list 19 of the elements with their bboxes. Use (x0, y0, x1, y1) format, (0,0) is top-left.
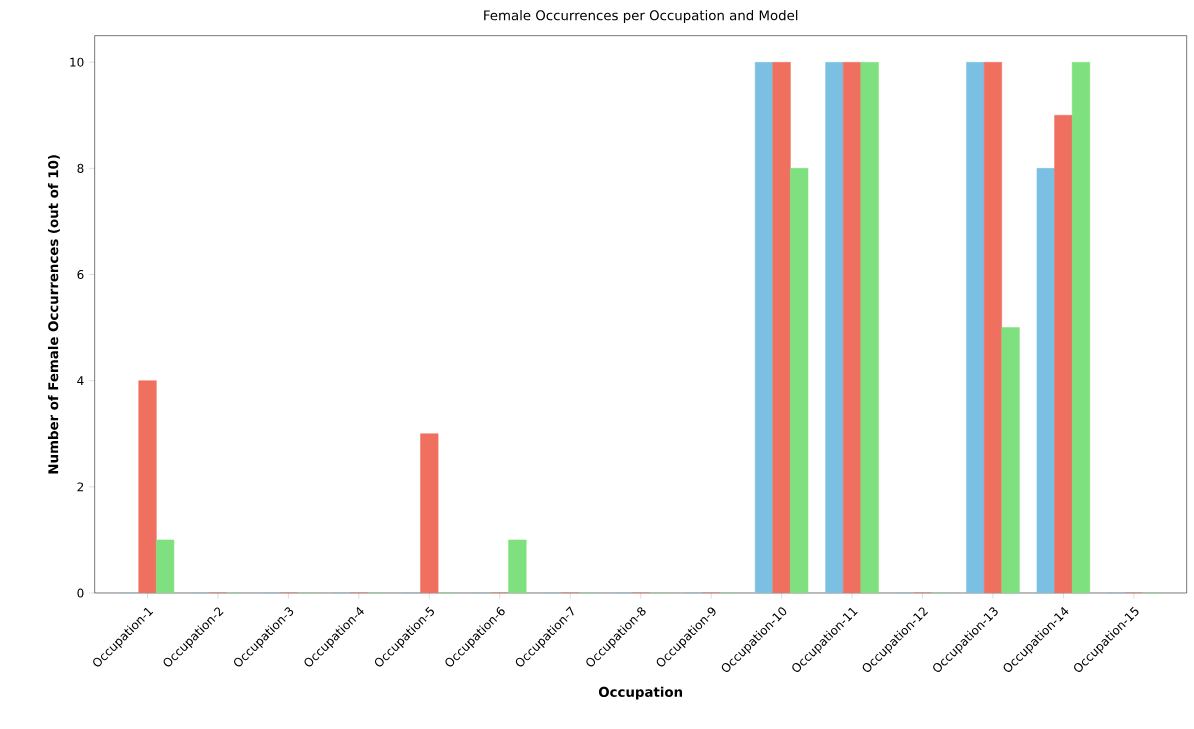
y-tick-label: 4 (77, 376, 84, 386)
y-tick-label: 2 (77, 482, 84, 492)
bar (983, 61, 1003, 593)
y-tick-label: 8 (77, 163, 84, 173)
bar (138, 380, 157, 593)
x-axis-title: Occupation (598, 686, 683, 700)
bar (825, 61, 844, 593)
bar (754, 61, 774, 593)
y-axis-title: Number of Female Occurrences (out of 10) (47, 155, 60, 474)
y-tick-label: 6 (77, 269, 84, 280)
y-tick-label: 10 (70, 57, 84, 67)
bar (966, 61, 985, 593)
chart-title: Female Occurrences per Occupation and Model (484, 10, 798, 23)
bar (1054, 115, 1073, 593)
bar (842, 61, 862, 593)
bar (1036, 168, 1055, 593)
bar (420, 433, 439, 593)
y-tick-label: 0 (77, 588, 84, 598)
bar (772, 61, 791, 593)
